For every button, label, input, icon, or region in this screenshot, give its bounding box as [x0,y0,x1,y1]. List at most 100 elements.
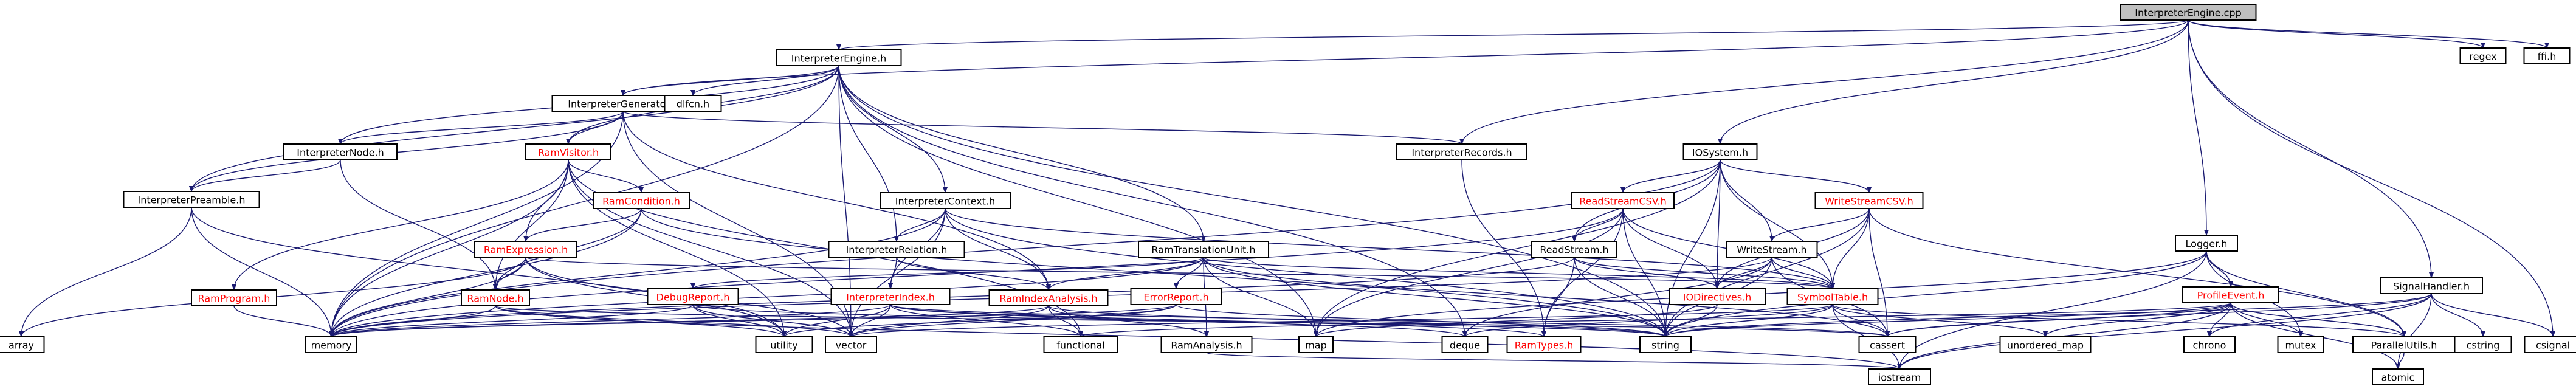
node-box[interactable] [2120,4,2257,21]
node-box[interactable] [830,288,951,305]
node-box[interactable] [2524,336,2576,353]
node-chrono[interactable]: chrono [2183,336,2236,353]
node-box[interactable] [2523,47,2571,64]
node-box[interactable] [1396,143,1527,160]
node-box[interactable] [1441,336,1489,353]
node-box[interactable] [828,241,965,258]
node-writestreamcsv-h[interactable]: WriteStreamCSV.h [1814,192,1924,209]
node-box[interactable] [647,288,739,305]
node-box[interactable] [2183,336,2236,353]
node-box[interactable] [1130,288,1222,305]
node-writestream-h[interactable]: WriteStream.h [1726,241,1818,258]
node-memory[interactable]: memory [305,336,357,353]
node-box[interactable] [1571,192,1675,209]
node-box[interactable] [0,336,45,353]
node-cassert[interactable]: cassert [1858,336,1917,353]
node-ramtypes-h[interactable]: RamTypes.h [1506,336,1582,353]
node-interpreterengine-cpp[interactable]: InterpreterEngine.cpp [2120,4,2257,21]
node-utility[interactable]: utility [755,336,813,353]
node-array[interactable]: array [0,336,45,353]
node-box[interactable] [1531,241,1617,258]
node-interpreterpreamble-h[interactable]: InterpreterPreamble.h [123,191,260,208]
node-box[interactable] [755,336,813,353]
node-vector[interactable]: vector [825,336,877,353]
node-box[interactable] [2454,336,2512,353]
node-box[interactable] [2380,277,2483,294]
node-box[interactable] [191,289,277,306]
node-readstream-h[interactable]: ReadStream.h [1531,241,1617,258]
node-box[interactable] [461,289,530,306]
node-interpreterindex-h[interactable]: InterpreterIndex.h [830,288,951,305]
node-box[interactable] [283,143,398,160]
node-ramnode-h[interactable]: RamNode.h [461,289,530,306]
node-signalhandler-h[interactable]: SignalHandler.h [2380,277,2483,294]
node-map[interactable]: map [1298,336,1334,353]
node-box[interactable] [1814,192,1924,209]
node-iodirectives-h[interactable]: IODirectives.h [1669,288,1766,305]
node-box[interactable] [1160,336,1253,353]
node-string[interactable]: string [1639,336,1692,353]
node-cstring[interactable]: cstring [2454,336,2512,353]
node-box[interactable] [1786,288,1879,305]
node-interpreterengine-h[interactable]: InterpreterEngine.h [776,49,902,66]
node-box[interactable] [776,49,902,66]
node-box[interactable] [1298,336,1334,353]
node-regex[interactable]: regex [2459,47,2507,64]
node-ramcondition-h[interactable]: RamCondition.h [593,192,690,209]
node-ramtranslationunit-h[interactable]: RamTranslationUnit.h [1138,241,1269,258]
node-box[interactable] [880,192,1011,209]
node-box[interactable] [2372,368,2424,385]
node-ffi-h[interactable]: ffi.h [2523,47,2571,64]
edge-n28-to-n36 [1048,305,1083,337]
node-functional[interactable]: functional [1043,336,1118,353]
node-box[interactable] [1043,336,1118,353]
node-box[interactable] [474,241,577,258]
node-box[interactable] [593,192,690,209]
node-box[interactable] [1726,241,1818,258]
node-box[interactable] [2277,336,2324,353]
node-box[interactable] [1639,336,1692,353]
node-ramindexanalysis-h[interactable]: RamIndexAnalysis.h [988,289,1109,306]
node-box[interactable] [825,336,877,353]
node-box[interactable] [1858,336,1917,353]
node-box[interactable] [664,95,722,112]
node-box[interactable] [1669,288,1766,305]
node-interpreterrelation-h[interactable]: InterpreterRelation.h [828,241,965,258]
node-interpretercontext-h[interactable]: InterpreterContext.h [880,192,1011,209]
node-box[interactable] [1999,336,2092,353]
node-box[interactable] [1138,241,1269,258]
node-interpreternode-h[interactable]: InterpreterNode.h [283,143,398,160]
edge-n31-to-n35 [849,304,1833,337]
node-interpreterrecords-h[interactable]: InterpreterRecords.h [1396,143,1527,160]
node-iosystem-h[interactable]: IOSystem.h [1682,143,1758,160]
node-debugreport-h[interactable]: DebugReport.h [647,288,739,305]
node-logger-h[interactable]: Logger.h [2175,235,2238,252]
node-unordered-map[interactable]: unordered_map [1999,336,2092,353]
node-ramanalysis-h[interactable]: RamAnalysis.h [1160,336,1253,353]
node-atomic[interactable]: atomic [2372,368,2424,385]
node-box[interactable] [2182,286,2279,303]
node-ramexpression-h[interactable]: RamExpression.h [474,241,577,258]
node-box[interactable] [1506,336,1582,353]
node-readstreamcsv-h[interactable]: ReadStreamCSV.h [1571,192,1675,209]
node-mutex[interactable]: mutex [2277,336,2324,353]
node-ramprogram-h[interactable]: RamProgram.h [191,289,277,306]
node-errorreport-h[interactable]: ErrorReport.h [1130,288,1222,305]
node-box[interactable] [525,143,611,160]
edge-n1-to-n19 [838,65,899,242]
node-iostream[interactable]: iostream [1868,368,1931,385]
node-csignal[interactable]: csignal [2524,336,2576,353]
node-box[interactable] [1868,368,1931,385]
node-box[interactable] [1682,143,1758,160]
node-box[interactable] [2175,235,2238,252]
node-deque[interactable]: deque [1441,336,1489,353]
node-symboltable-h[interactable]: SymbolTable.h [1786,288,1879,305]
node-dlfcn-h[interactable]: dlfcn.h [664,95,722,112]
node-box[interactable] [123,191,260,208]
node-profileevent-h[interactable]: ProfileEvent.h [2182,286,2279,303]
node-box[interactable] [2459,47,2507,64]
node-ramvisitor-h[interactable]: RamVisitor.h [525,143,611,160]
node-parallelutils-h[interactable]: ParallelUtils.h [2352,336,2456,353]
node-box[interactable] [305,336,357,353]
node-box[interactable] [988,289,1109,306]
